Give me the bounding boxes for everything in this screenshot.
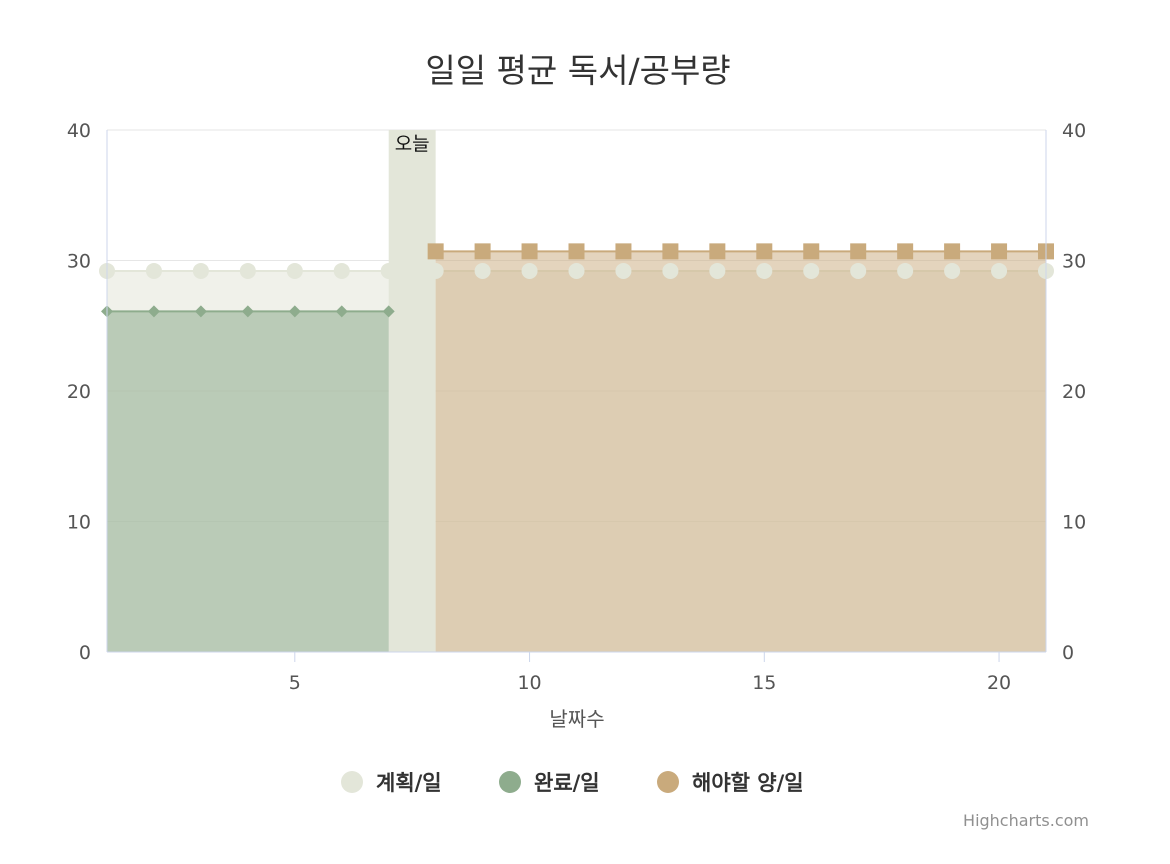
data-point (380, 262, 397, 279)
data-point (568, 243, 585, 260)
x-axis-title: 날짜수 (549, 707, 604, 731)
y-tick-label-left: 20 (67, 381, 91, 403)
chart-title: 일일 평균 독서/공부량 (425, 51, 730, 90)
data-point (427, 243, 444, 260)
data-point (756, 262, 773, 279)
data-point (288, 305, 301, 318)
legend-label: 계획/일 (376, 771, 442, 795)
y-tick-label-left: 30 (67, 251, 91, 273)
y-tick-label-right: 30 (1062, 251, 1086, 273)
legend: 계획/일 완료/일 해야할 양/일 (341, 771, 804, 795)
data-point (944, 243, 961, 260)
data-point (474, 243, 491, 260)
data-point (521, 243, 538, 260)
plot-band-label: 오늘 (395, 133, 430, 155)
data-point (850, 262, 867, 279)
data-point (382, 305, 395, 318)
y-tick-label-right: 10 (1062, 512, 1086, 534)
data-point (568, 262, 585, 279)
data-point (333, 262, 350, 279)
legend-label: 완료/일 (534, 771, 600, 795)
data-point (803, 243, 820, 260)
plot-area: 오늘 0 10 20 30 40 0 10 20 30 40 5 10 15 20 (67, 120, 1086, 694)
data-point (897, 243, 914, 260)
legend-item-2[interactable]: 해야할 양/일 (657, 771, 804, 795)
data-point (194, 305, 207, 318)
data-point (335, 305, 348, 318)
credits-link[interactable]: Highcharts.com (963, 811, 1089, 830)
legend-marker-icon (341, 771, 363, 793)
data-point (991, 262, 1008, 279)
data-point (427, 262, 444, 279)
series-area-1 (107, 311, 389, 652)
data-point (662, 262, 679, 279)
data-point (991, 243, 1008, 260)
data-point (239, 262, 256, 279)
legend-item-1[interactable]: 완료/일 (499, 771, 600, 795)
y-tick-label-left: 0 (79, 642, 91, 664)
data-point (756, 243, 773, 260)
series-area-2 (435, 251, 1046, 653)
data-point (147, 305, 160, 318)
data-point (944, 262, 961, 279)
legend-marker-icon (499, 771, 521, 793)
data-point (286, 262, 303, 279)
y-tick-label-right: 20 (1062, 381, 1086, 403)
data-point (145, 262, 162, 279)
data-point (662, 243, 679, 260)
data-point (709, 243, 726, 260)
data-point (474, 262, 491, 279)
data-point (615, 262, 632, 279)
x-tick-label: 10 (517, 672, 541, 694)
y-tick-label-right: 0 (1062, 642, 1074, 664)
legend-label: 해야할 양/일 (692, 771, 804, 795)
x-tick-label: 5 (289, 672, 301, 694)
data-point (897, 262, 914, 279)
data-point (241, 305, 254, 318)
y-tick-label-left: 10 (67, 512, 91, 534)
x-tick-label: 15 (752, 672, 776, 694)
y-tick-label-right: 40 (1062, 120, 1086, 142)
legend-marker-icon (657, 771, 679, 793)
x-tick-label: 20 (987, 672, 1011, 694)
data-point (709, 262, 726, 279)
y-tick-label-left: 40 (67, 120, 91, 142)
data-point (521, 262, 538, 279)
data-point (615, 243, 632, 260)
data-point (803, 262, 820, 279)
legend-item-0[interactable]: 계획/일 (341, 771, 442, 795)
data-point (192, 262, 209, 279)
data-point (850, 243, 867, 260)
